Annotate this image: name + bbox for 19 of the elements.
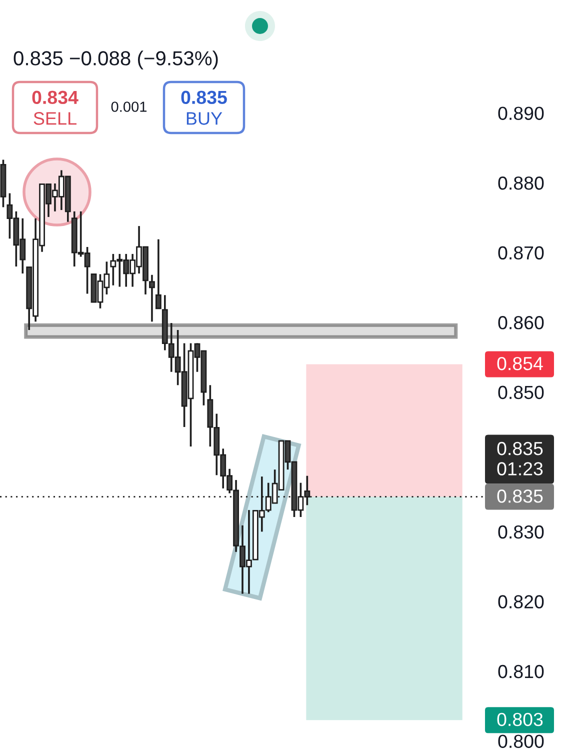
chart-subtitle: 0.835 −0.088 (−9.53%) bbox=[14, 50, 218, 70]
y-tick-label: 0.850 bbox=[498, 386, 544, 400]
candlestick bbox=[149, 274, 155, 323]
y-tick-label: 0.810 bbox=[498, 664, 544, 678]
text: 0.001 bbox=[111, 102, 147, 112]
y-tick-label: 0.860 bbox=[498, 316, 544, 330]
band-label: 0.803 bbox=[497, 712, 543, 726]
annotation: 0.834 SELL bbox=[32, 90, 78, 125]
y-tick-label: 0.830 bbox=[498, 525, 544, 539]
y-tick-label: 0.820 bbox=[498, 595, 544, 608]
y-tick-label: 0.870 bbox=[498, 246, 544, 260]
y-tick-label: 0.800 bbox=[498, 734, 544, 748]
y-tick-label: 0.880 bbox=[498, 176, 544, 190]
candlestick bbox=[155, 238, 162, 310]
ref-line-label: 0.835 01:23 bbox=[497, 442, 543, 476]
band-label: 0.854 bbox=[497, 356, 543, 370]
y-tick-label: 0.890 bbox=[498, 106, 544, 120]
text: 0.835 bbox=[497, 490, 543, 503]
annotation: 0.835 BUY bbox=[181, 90, 227, 125]
